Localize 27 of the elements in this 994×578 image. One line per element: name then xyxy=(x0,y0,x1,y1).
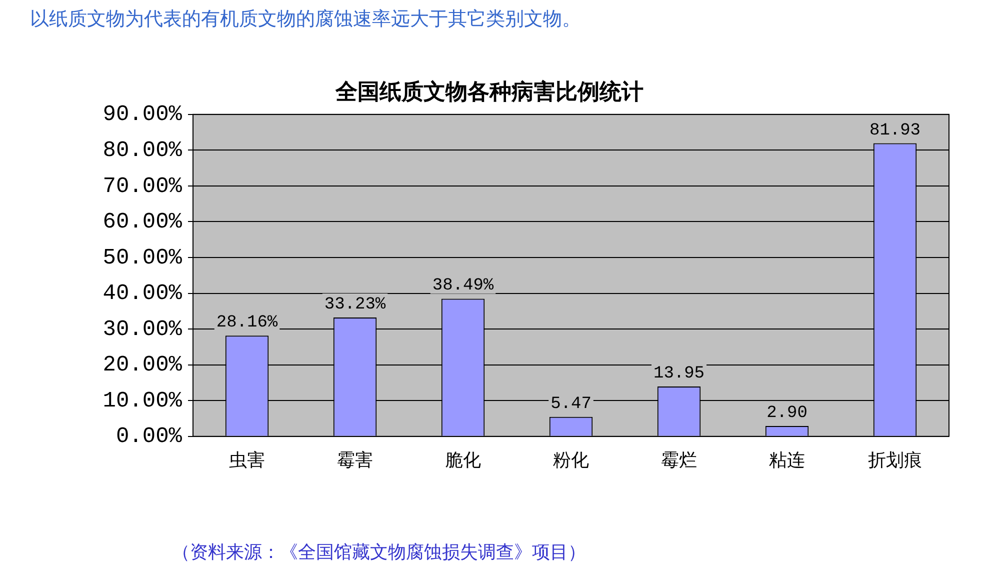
x-tick-label: 粘连 xyxy=(769,450,805,470)
data-label: 5.47 xyxy=(550,394,592,414)
y-tick-label: 60.00% xyxy=(102,210,183,235)
chart-title: 全国纸质文物各种病害比例统计 xyxy=(334,78,644,104)
y-tick-label: 50.00% xyxy=(102,245,183,270)
y-tick-label: 70.00% xyxy=(102,174,183,199)
x-tick-label: 霉烂 xyxy=(661,450,697,470)
y-tick-label: 10.00% xyxy=(102,388,183,414)
y-tick-label: 90.00% xyxy=(102,102,183,128)
y-tick-label: 40.00% xyxy=(102,281,183,306)
y-tick-label: 30.00% xyxy=(102,316,183,342)
data-label: 33.23% xyxy=(324,296,386,315)
data-label: 81.93 xyxy=(869,121,921,140)
x-tick-label: 折划痕 xyxy=(868,450,922,470)
x-tick-label: 霉害 xyxy=(337,450,373,470)
y-tick-label: 0.00% xyxy=(116,424,183,450)
y-tick-label: 80.00% xyxy=(102,138,183,164)
data-label: 13.95 xyxy=(653,364,705,384)
data-label: 28.16% xyxy=(216,314,278,333)
text: 以纸质文物为代表的有机质文物的腐蚀速率远大于其它类别文物。 xyxy=(30,7,581,32)
x-tick-label: 脆化 xyxy=(445,450,481,470)
x-tick-label: 虫害 xyxy=(229,450,265,470)
y-tick-label: 20.00% xyxy=(102,352,183,378)
x-tick-label: 粉化 xyxy=(553,450,589,470)
data-label: 2.90 xyxy=(766,404,808,424)
text: （资料来源：《全国馆藏文物腐蚀损失调查》项目） xyxy=(172,541,586,564)
data-label: 38.49% xyxy=(432,276,494,296)
